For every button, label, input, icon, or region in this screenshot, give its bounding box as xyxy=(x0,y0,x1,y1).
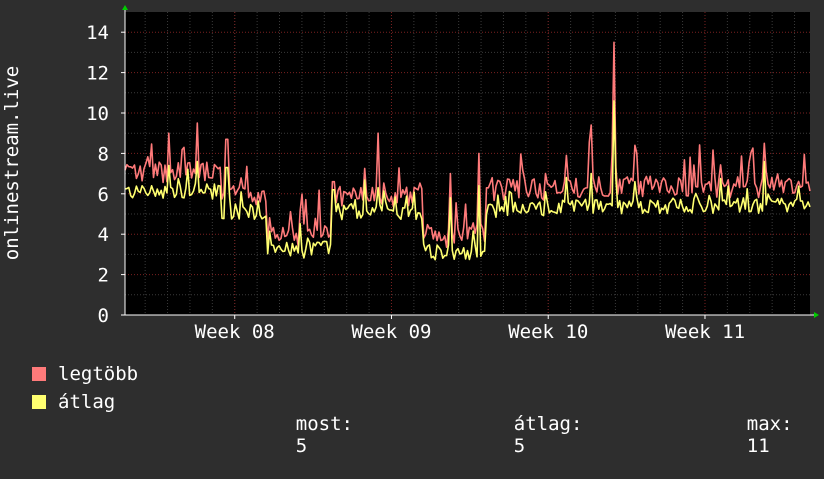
x-tick-labels: Week 08 Week 09 Week 10 Week 11 xyxy=(195,321,745,343)
plot-background xyxy=(125,12,810,315)
y-tick-label: 4 xyxy=(98,224,109,246)
y-axis-arrow xyxy=(122,5,128,10)
y-tick-label: 12 xyxy=(86,63,109,85)
legend-swatch-avg xyxy=(32,395,46,409)
legend-item-avg: átlag xyxy=(32,391,115,413)
chart-svg: 0 2 4 6 8 10 12 14 Week 08 Week 09 Week 10 Week 11… xyxy=(1,5,819,343)
stat-current-value: 5 xyxy=(295,435,308,457)
x-tick-label: Week 08 xyxy=(195,321,275,343)
series-line-max xyxy=(124,41,811,249)
y-tick-label: 2 xyxy=(98,265,109,287)
stat-current-label: most: xyxy=(295,413,353,435)
series-line-avg xyxy=(124,100,811,261)
chart-container: 0 2 4 6 8 10 12 14 Week 08 Week 09 Week 10 Week 11… xyxy=(1,5,819,457)
y-tick-label: 8 xyxy=(98,143,109,165)
x-tick-label: Week 09 xyxy=(351,321,431,343)
y-tick-label: 6 xyxy=(98,184,109,206)
legend-item-max: legtöbb xyxy=(32,363,138,385)
stat-average: átlag: 5 xyxy=(468,391,583,479)
stat-max-label: max: xyxy=(746,413,793,435)
legend-swatch-max xyxy=(32,367,46,381)
grid-minor xyxy=(125,12,810,315)
legend-label-avg: átlag xyxy=(58,391,116,413)
stat-max: max: 11 xyxy=(701,391,793,479)
x-axis-arrow xyxy=(814,312,819,318)
y-axis-label: onlinestream.live xyxy=(1,66,23,260)
stat-average-label: átlag: xyxy=(513,413,583,435)
x-tick-label: Week 10 xyxy=(508,321,588,343)
axes-layer xyxy=(121,5,819,319)
y-tick-labels: 0 2 4 6 8 10 12 14 xyxy=(86,22,109,327)
legend-label-max: legtöbb xyxy=(58,363,139,385)
stat-average-value: 5 xyxy=(513,435,526,457)
y-tick-label: 14 xyxy=(86,22,109,44)
y-tick-label: 0 xyxy=(98,305,109,327)
stat-current: most: 5 xyxy=(250,391,353,479)
series-layer xyxy=(124,41,811,261)
x-tick-label: Week 11 xyxy=(665,321,745,343)
stat-max-value: 11 xyxy=(746,435,770,457)
y-tick-label: 10 xyxy=(86,103,109,125)
grid-major xyxy=(125,12,810,315)
